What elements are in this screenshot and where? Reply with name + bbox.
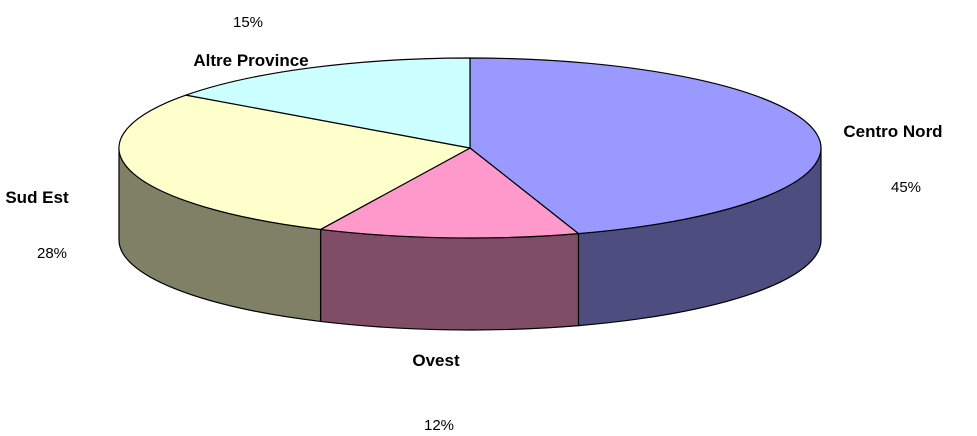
slice-label-sud-est: Sud Est bbox=[5, 188, 69, 207]
pie-slice-altre-province bbox=[185, 57, 471, 149]
pie-slice-centro-nord bbox=[469, 57, 822, 235]
pie-sides bbox=[118, 147, 822, 331]
slice-value-ovest: 12% bbox=[424, 417, 454, 431]
slice-label-ovest: Ovest bbox=[412, 351, 460, 370]
slice-value-sud-est: 28% bbox=[37, 245, 67, 262]
pie-slice-ovest bbox=[319, 147, 580, 239]
pie-slice-sud-est bbox=[118, 94, 471, 231]
pie-tops bbox=[118, 57, 822, 239]
slice-label-altre-province: Altre Province bbox=[193, 51, 308, 70]
pie-side-ovest bbox=[319, 228, 580, 331]
pie-labels: Centro Nord 45% Ovest 12% Sud Est 28% Altre Pr… bbox=[5, 14, 942, 434]
slice-value-altre-province: 15% bbox=[233, 14, 263, 31]
slice-value-centro-nord: 45% bbox=[891, 179, 921, 196]
slice-label-centro-nord: Centro Nord bbox=[843, 122, 942, 141]
